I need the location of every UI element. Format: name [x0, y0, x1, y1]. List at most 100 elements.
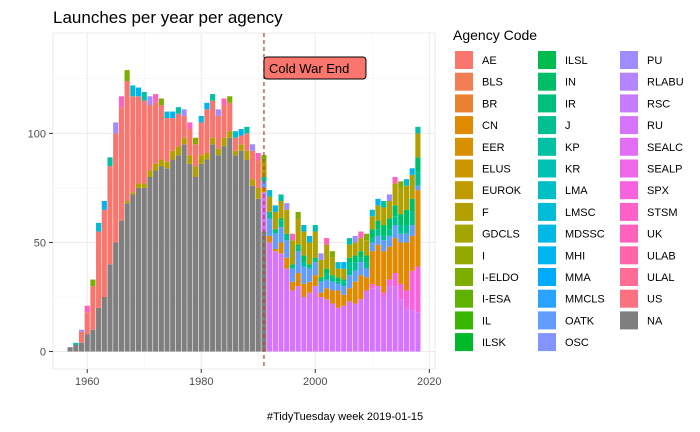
bar-f-2016: [403, 185, 410, 210]
legend-key-br: [455, 94, 473, 113]
bar-j-1991: [261, 177, 267, 182]
bar-j-2008: [358, 257, 364, 263]
bar-ru-2010: [369, 288, 375, 352]
bar-oatk-1994: [278, 227, 284, 243]
bar-other-1981: [204, 102, 210, 110]
bar-cn-2006: [346, 288, 353, 302]
bar-in-1996: [289, 264, 296, 267]
bar-in-2017: [409, 198, 415, 212]
x-tick-label: 1960: [75, 376, 99, 388]
bar-other-1961: [90, 279, 96, 287]
bar-ru-2016: [403, 307, 410, 352]
legend-label-eurok: EUROK: [482, 185, 522, 197]
bar-other-2014: [392, 177, 398, 184]
legend-key-ilsl: [538, 51, 556, 69]
bar-cn-2014: [392, 238, 398, 273]
bar-na-1970: [141, 187, 147, 352]
bar-f-1999: [307, 242, 313, 265]
bar-oatk-2001: [318, 281, 324, 293]
bar-us-1979: [192, 144, 199, 167]
bar-ru-2006: [346, 301, 353, 352]
bar-ru-2004: [335, 307, 341, 352]
cold-war-annotation: Cold War End: [263, 33, 367, 369]
bar-f-2014: [392, 183, 398, 206]
bar-j-1999: [307, 266, 313, 269]
bar-oatk-2016: [403, 233, 410, 243]
legend-label-ulal: ULAL: [647, 272, 675, 284]
bar-cn-1993: [272, 249, 278, 252]
bar-us-1963: [101, 209, 107, 297]
bar-in-2006: [346, 257, 353, 263]
bar-f-2002: [324, 244, 330, 269]
bar-oatk-2005: [341, 286, 347, 295]
bar-na-1964: [107, 264, 113, 352]
legend-key-ulab: [620, 246, 638, 265]
bar-f-1980: [198, 155, 204, 164]
bar-ru-2007: [352, 303, 358, 352]
bar-f-1982: [210, 137, 216, 145]
legend-label-pu: PU: [647, 55, 662, 67]
legend-label-osc: OSC: [565, 337, 589, 349]
bar-j-2000: [312, 259, 318, 263]
bar-ru-1994: [278, 253, 284, 352]
bar-in-2013: [386, 218, 392, 230]
legend-key-il: [455, 311, 473, 330]
legend-key-na: [620, 311, 638, 330]
chart-title: Launches per year per agency: [53, 8, 283, 27]
bar-other-1971: [147, 96, 153, 105]
bar-f-2009: [364, 240, 370, 256]
bar-other-2011: [375, 198, 381, 206]
legend-key-gdcls: [455, 224, 473, 243]
bar-other-1964: [107, 157, 113, 167]
bar-f-1993: [272, 211, 278, 230]
bar-cn-1994: [278, 242, 284, 254]
bar-f-1969: [135, 183, 142, 188]
bar-f-2001: [318, 259, 324, 278]
bar-j-2011: [375, 229, 381, 236]
bar-in-1995: [284, 233, 290, 236]
bar-f-1996: [289, 240, 296, 265]
legend-key-sealc: [620, 137, 638, 156]
bar-cn-2004: [335, 290, 341, 308]
bar-ru-2008: [358, 299, 364, 352]
bar-spx-2018: [415, 266, 421, 313]
bar-j-2014: [392, 216, 398, 225]
bar-f-1979: [192, 166, 199, 177]
bar-spx-2014: [392, 273, 398, 287]
x-axis-ticks: 1960 1980 2000 2020: [75, 369, 442, 388]
bar-f-1990: [255, 187, 261, 199]
legend-label-f: F: [482, 207, 489, 219]
legend-key-kr: [538, 159, 556, 178]
bar-other-2018: [415, 126, 421, 134]
bar-cn-2017: [409, 235, 415, 271]
bar-us-1984: [221, 105, 227, 138]
bar-us-1977: [181, 115, 187, 138]
bar-na-1989: [249, 185, 256, 352]
bar-f-2013: [386, 201, 392, 219]
bar-us-1985: [227, 102, 233, 132]
bar-ru-2014: [392, 286, 398, 352]
bar-us-1990: [255, 159, 261, 188]
bar-na-1984: [221, 146, 227, 352]
bar-f-2015: [398, 187, 404, 215]
bar-j-1996: [289, 266, 296, 269]
bar-f-1977: [181, 137, 187, 145]
bar-j-2015: [398, 225, 404, 234]
bar-other-1988: [244, 126, 250, 134]
legend-key-cn: [455, 116, 473, 135]
bar-us-1982: [210, 100, 216, 138]
legend-label-rlabu: RLABU: [647, 77, 684, 89]
legend-label-il: IL: [482, 315, 491, 327]
y-tick-label: 50: [34, 237, 46, 249]
bar-f-2017: [409, 174, 415, 199]
bar-in-2016: [403, 209, 410, 225]
bar-cn-2016: [403, 242, 410, 291]
legend-label-us: US: [647, 294, 662, 306]
bar-j-1994: [278, 220, 284, 228]
bar-j-2017: [409, 211, 415, 225]
bar-cn-1998: [301, 283, 307, 297]
bar-other-1975: [170, 111, 176, 119]
bar-oatk-2015: [398, 233, 404, 243]
caption: #TidyTuesday week 2019-01-15: [267, 411, 423, 423]
bar-cn-2015: [398, 242, 404, 284]
